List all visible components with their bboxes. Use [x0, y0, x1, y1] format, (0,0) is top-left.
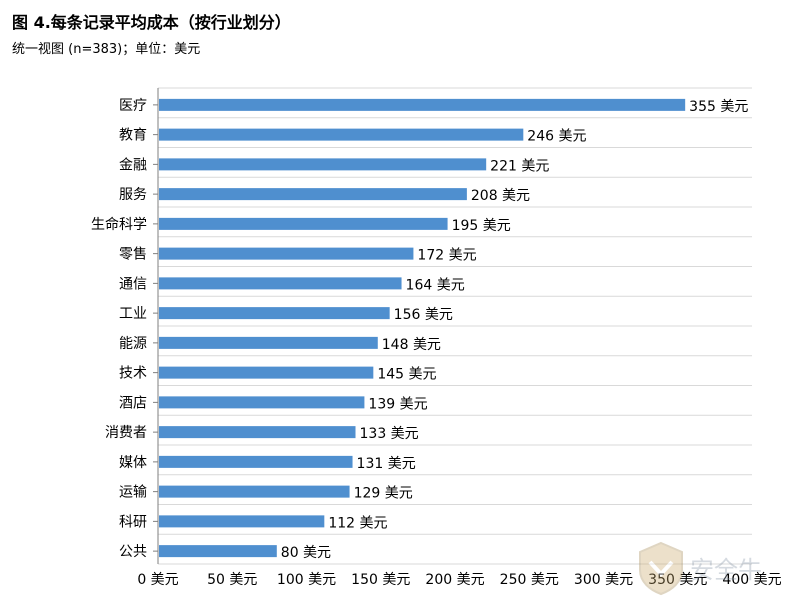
value-label: 145 美元	[377, 367, 436, 383]
bar	[159, 217, 448, 230]
category-label: 能源	[119, 336, 147, 352]
value-label: 133 美元	[360, 426, 419, 442]
bar	[159, 545, 277, 558]
category-label: 教育	[119, 128, 147, 144]
shield-logo-icon	[639, 541, 683, 596]
x-tick-label: 100 美元	[277, 572, 336, 588]
bar	[159, 366, 374, 379]
category-label: 零售	[119, 247, 147, 263]
x-tick-label: 0 美元	[137, 572, 178, 588]
value-label: 129 美元	[354, 486, 413, 502]
category-label: 科研	[119, 514, 147, 530]
bar	[159, 396, 365, 409]
category-label: 服务	[119, 187, 147, 203]
bar	[159, 485, 350, 498]
x-tick-label: 300 美元	[574, 572, 633, 588]
value-label: 208 美元	[471, 188, 530, 204]
value-label: 195 美元	[452, 218, 511, 234]
bar	[159, 307, 390, 320]
category-label: 公共	[119, 544, 147, 560]
value-label: 80 美元	[281, 545, 331, 561]
value-label: 112 美元	[328, 515, 387, 531]
x-tick-label: 200 美元	[425, 572, 484, 588]
value-label: 164 美元	[406, 277, 465, 293]
value-label: 355 美元	[689, 99, 748, 115]
bar	[159, 128, 524, 141]
watermark: 安全牛	[636, 540, 796, 600]
value-label: 131 美元	[357, 456, 416, 472]
chart-title: 图 4.每条记录平均成本（按行业划分）	[12, 13, 291, 32]
value-label: 172 美元	[417, 248, 476, 264]
value-label: 221 美元	[490, 158, 549, 174]
category-label: 技术	[119, 366, 147, 382]
x-tick-label: 250 美元	[500, 572, 559, 588]
bar	[159, 277, 402, 290]
value-label: 246 美元	[527, 129, 586, 145]
bar	[159, 515, 325, 528]
value-label: 139 美元	[368, 396, 427, 412]
bar	[159, 98, 686, 111]
value-label: 148 美元	[382, 337, 441, 353]
category-label: 通信	[119, 276, 147, 292]
value-label: 156 美元	[394, 307, 453, 323]
bar	[159, 455, 353, 468]
category-label: 生命科学	[91, 216, 147, 233]
category-label: 消费者	[105, 425, 147, 441]
bar	[159, 426, 356, 439]
bar	[159, 247, 414, 260]
category-label: 酒店	[119, 395, 147, 411]
chart-subtitle: 统一视图 (n=383)；单位：美元	[12, 42, 201, 57]
bar	[159, 158, 487, 171]
category-label: 工业	[119, 306, 147, 322]
category-label: 金融	[119, 157, 147, 173]
x-tick-label: 150 美元	[351, 572, 410, 588]
category-label: 运输	[119, 485, 147, 501]
x-tick-label: 50 美元	[207, 572, 257, 588]
bar	[159, 336, 378, 349]
category-label: 媒体	[119, 455, 147, 471]
x-tick-label: 400 美元	[722, 572, 781, 588]
category-label: 医疗	[119, 98, 147, 114]
watermark-text: 安全牛	[690, 556, 762, 584]
bar	[159, 188, 467, 201]
x-tick-label: 350 美元	[648, 572, 707, 588]
